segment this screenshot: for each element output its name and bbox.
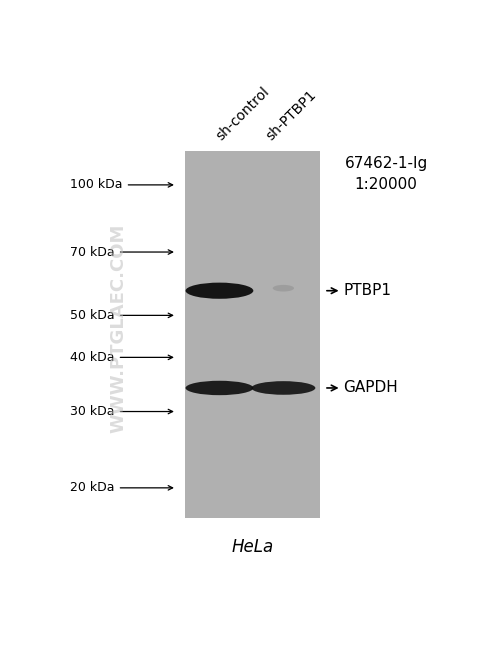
Ellipse shape [186,283,254,299]
Bar [184,151,320,519]
Text: sh-control: sh-control [214,84,272,143]
Text: PTBP1: PTBP1 [344,283,392,298]
Ellipse shape [186,381,254,395]
Text: 50 kDa: 50 kDa [70,309,172,322]
Text: HeLa: HeLa [231,538,274,556]
Text: WWW.PTGLAEC.COM: WWW.PTGLAEC.COM [110,224,128,433]
Text: sh-PTBP1: sh-PTBP1 [264,88,320,143]
Text: 30 kDa: 30 kDa [70,405,172,418]
Ellipse shape [252,381,316,395]
Text: GAPDH: GAPDH [344,380,398,395]
Ellipse shape [272,285,294,292]
Text: 70 kDa: 70 kDa [70,246,172,259]
Text: 67462-1-Ig
1:20000: 67462-1-Ig 1:20000 [344,155,428,192]
Text: 20 kDa: 20 kDa [70,482,172,495]
Text: 100 kDa: 100 kDa [70,178,172,191]
Text: 40 kDa: 40 kDa [70,351,172,364]
